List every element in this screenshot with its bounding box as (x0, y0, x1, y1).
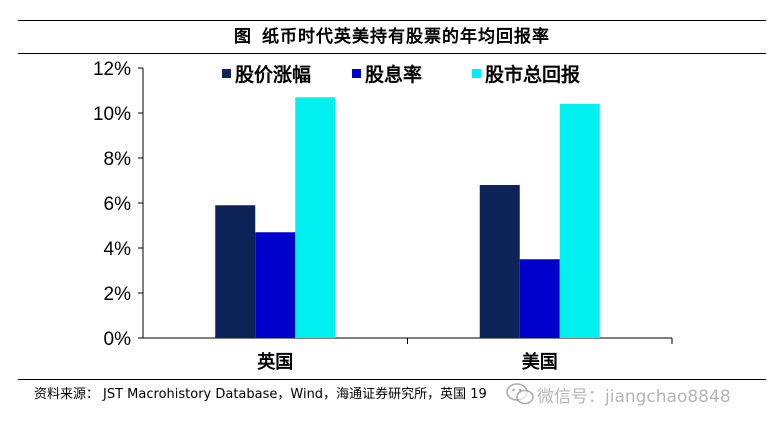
legend-swatch (472, 69, 481, 78)
bar (519, 259, 560, 338)
bar (295, 97, 336, 338)
y-tick-label: 0% (104, 329, 132, 350)
bars (215, 97, 600, 338)
bar-chart: 0% 2% 4% 6% 8% 10% 12% 英国 美国 股价涨幅 股息率 股市总回报 (93, 59, 673, 372)
bar (479, 185, 520, 338)
legend-swatch (222, 69, 231, 78)
y-tick-label: 12% (93, 59, 131, 80)
bar (215, 205, 256, 338)
legend-label: 股价涨幅 (235, 63, 311, 86)
source-text: JST Macrohistory Database，Wind，海通证券研究所，英… (103, 387, 487, 402)
figure-title-text: 纸币时代英美持有股票的年均回报率 (262, 27, 550, 47)
legend: 股价涨幅 股息率 股市总回报 (222, 63, 580, 86)
legend-swatch (352, 69, 361, 78)
x-labels: 英国 美国 (256, 338, 673, 372)
source-label: 资料来源： (34, 387, 100, 402)
watermark: 微信号：jiangchao8848 (505, 381, 731, 407)
figure-title: 图纸币时代英美持有股票的年均回报率 (18, 24, 766, 50)
y-tick-label: 4% (104, 239, 132, 260)
bar (255, 232, 296, 338)
legend-label: 股息率 (365, 63, 422, 86)
figure-label: 图 (234, 27, 252, 47)
y-tick-label: 2% (104, 284, 132, 305)
bar (559, 104, 600, 338)
y-tick-label: 8% (104, 149, 132, 170)
y-ticks: 0% 2% 4% 6% 8% 10% 12% (93, 59, 143, 350)
bottom-rule (18, 379, 766, 380)
y-tick-label: 10% (93, 104, 131, 125)
legend-label: 股市总回报 (485, 63, 580, 86)
top-rule (18, 20, 766, 21)
title-rule (18, 53, 766, 54)
x-tick-label: 英国 (256, 351, 293, 372)
source-note: 资料来源： JST Macrohistory Database，Wind，海通证券… (34, 386, 487, 404)
wechat-icon (506, 383, 534, 405)
watermark-text: 微信号：jiangchao8848 (537, 386, 731, 407)
x-tick-label: 美国 (522, 351, 558, 372)
y-tick-label: 6% (104, 194, 132, 215)
